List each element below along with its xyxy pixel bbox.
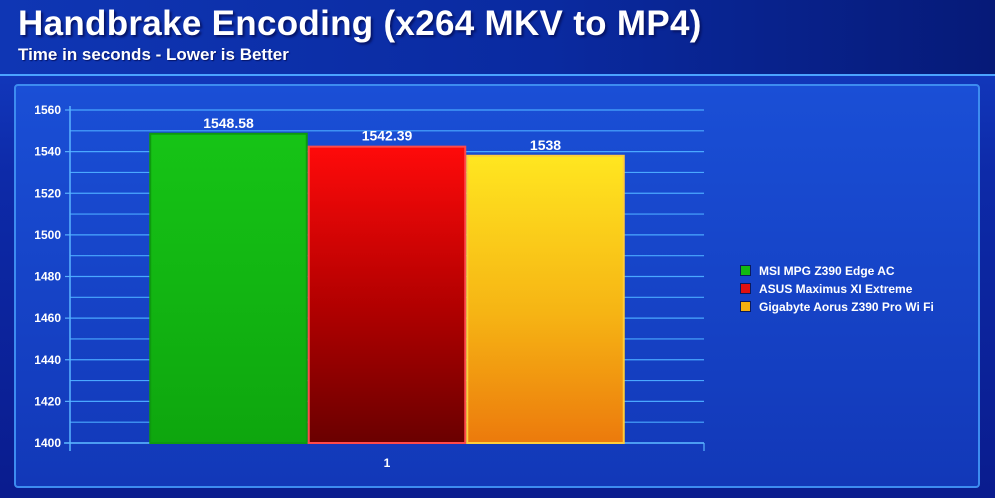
y-tick-label: 1540 — [34, 145, 61, 159]
chart-subtitle: Time in seconds - Lower is Better — [18, 45, 289, 64]
legend-label: MSI MPG Z390 Edge AC — [759, 263, 895, 278]
chart-header: Handbrake Encoding (x264 MKV to MP4) Tim… — [0, 0, 995, 76]
bars — [149, 132, 625, 444]
y-tick-label: 1460 — [34, 311, 61, 325]
bar-asus-maximus-xi-extreme — [307, 145, 467, 444]
legend-item: Gigabyte Aorus Z390 Pro Wi Fi — [740, 298, 980, 315]
data-labels: 1548.58 1542.39 1538 — [203, 115, 561, 153]
y-tick-label: 1500 — [34, 228, 61, 242]
bar-msi-mpg-z390-edge-ac — [149, 132, 308, 444]
y-tick-label: 1420 — [34, 394, 61, 408]
bar-gigabyte-aorus-z390-pro-wi-fi — [466, 154, 625, 444]
y-tick-label: 1560 — [34, 103, 61, 117]
y-tick-label: 1440 — [34, 353, 61, 367]
legend-swatch — [740, 265, 751, 276]
bar-value-label: 1538 — [530, 137, 561, 153]
bar-value-label: 1542.39 — [362, 128, 413, 144]
y-tick-label: 1480 — [34, 270, 61, 284]
legend-label: Gigabyte Aorus Z390 Pro Wi Fi — [759, 299, 934, 314]
chart-title: Handbrake Encoding (x264 MKV to MP4) — [18, 4, 702, 43]
y-tick-label: 1520 — [34, 186, 61, 200]
legend-swatch — [740, 301, 751, 312]
legend-item: ASUS Maximus XI Extreme — [740, 280, 980, 297]
bar-value-label: 1548.58 — [203, 115, 254, 131]
legend-label: ASUS Maximus XI Extreme — [759, 281, 913, 296]
legend: MSI MPG Z390 Edge AC ASUS Maximus XI Extr… — [740, 262, 980, 316]
legend-swatch — [740, 283, 751, 294]
legend-item: MSI MPG Z390 Edge AC — [740, 262, 980, 279]
y-tick-label: 1400 — [34, 436, 61, 450]
x-tick-label: 1 — [384, 456, 391, 470]
